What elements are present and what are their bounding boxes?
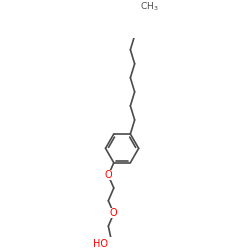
Text: CH$_3$: CH$_3$ xyxy=(140,0,158,13)
Text: HO: HO xyxy=(93,239,108,249)
Text: O: O xyxy=(110,208,118,218)
Text: O: O xyxy=(104,170,112,180)
